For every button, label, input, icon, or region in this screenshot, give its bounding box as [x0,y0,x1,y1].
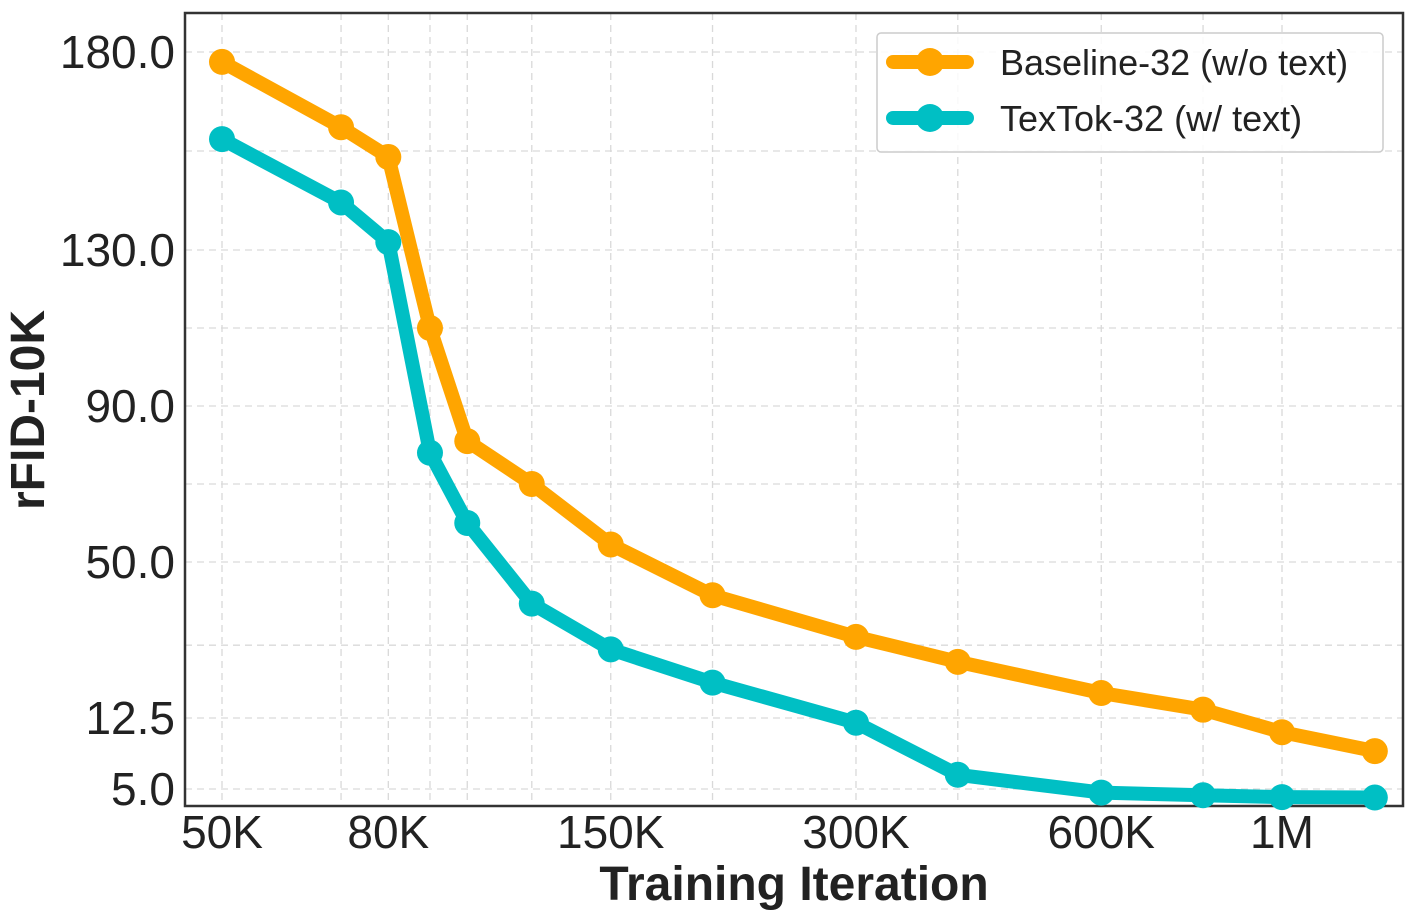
legend: Baseline-32 (w/o text) TexTok-32 (w/ text… [876,32,1384,153]
data-point [1190,696,1217,723]
data-point [699,669,726,696]
legend-entry: Baseline-32 (w/o text) [886,42,1348,83]
legend-label: Baseline-32 (w/o text) [1000,42,1348,83]
legend-swatch-marker [916,48,944,76]
data-point [944,648,971,675]
data-point [209,126,235,153]
data-point [597,636,624,663]
series-2 [209,126,1388,811]
data-point [842,709,869,736]
data-point [944,761,971,788]
data-point [375,229,402,256]
x-tick-label: 300K [802,806,910,858]
data-point [518,590,545,617]
y-axis-label: rFID-10K [2,310,55,510]
x-axis-label: Training Iteration [599,858,988,911]
legend-frame [876,32,1384,153]
y-tick-label: 12.5 [85,692,175,744]
series-line [215,132,1382,805]
data-point [209,48,235,75]
y-tick-label: 180.0 [60,26,175,78]
x-tick-label: 600K [1048,806,1156,858]
data-point [1361,784,1388,811]
y-tick-label: 50.0 [85,536,175,588]
data-point [1088,779,1115,806]
legend-entry: TexTok-32 (w/ text) [886,98,1302,139]
plot-frame [183,11,1405,808]
data-point [597,531,624,558]
data-point [518,471,545,497]
legend-swatch-marker [916,104,944,132]
data-point [1088,680,1115,707]
data-point [328,189,355,216]
data-point [416,315,443,341]
data-point [454,428,481,455]
x-tick-label: 1M [1250,806,1314,858]
x-tick-label: 50K [181,806,263,858]
tick-labels: 50K 80K 150K 300K 600K 1M 5.0 12.5 50.0 90.0 130.0… [60,26,1314,858]
x-tick-label: 80K [347,806,429,858]
data-point [1190,782,1217,809]
y-tick-label: 5.0 [111,763,175,815]
data-point [1361,738,1388,765]
data-point [454,510,481,536]
data-point [699,582,726,609]
y-tick-label: 90.0 [85,380,175,432]
legend-entries: Baseline-32 (w/o text) TexTok-32 (w/ text… [886,42,1348,139]
data-point [842,623,869,650]
y-tick-label: 130.0 [60,224,175,276]
x-tick-label: 150K [557,806,665,858]
data-point [1269,719,1295,746]
data-point [416,439,443,466]
data-point [1269,784,1295,811]
series-1 [209,48,1388,765]
legend-label: TexTok-32 (w/ text) [1000,98,1302,139]
series-layer [209,48,1388,811]
data-point [375,143,402,170]
data-point [328,114,355,141]
series-line [215,54,1382,759]
